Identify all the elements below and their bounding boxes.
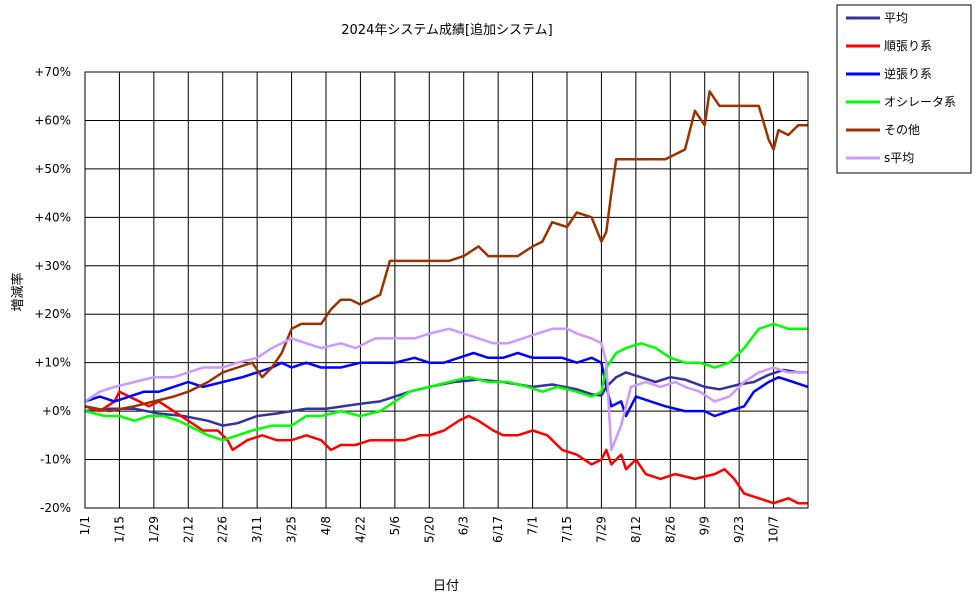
x-tick-label: 4/8 [319,516,333,535]
x-tick-label: 9/9 [698,516,712,535]
series-line [84,327,808,452]
x-axis-label: 日付 [433,579,459,594]
y-tick-label: +40% [34,210,71,224]
x-tick-label: 2/12 [181,516,195,543]
x-tick-label: 4/22 [353,516,367,543]
y-tick-label: +60% [34,113,71,127]
chart-title: 2024年システム成績[追加システム] [341,22,552,38]
tick-labels: -20% -10% +0% +10% +20% +30% +40% +50% +60% +70% 1… [34,65,780,543]
x-tick-label: 9/23 [732,516,746,543]
x-tick-label: 1/1 [78,516,92,535]
legend-label: オシレータ系 [884,95,956,109]
plot-area-border [84,71,809,509]
series-lines [84,90,809,505]
series-line [84,368,808,427]
y-tick-label: +10% [34,356,71,370]
x-tick-label: 8/26 [663,516,677,543]
y-axis-label: 増減率 [10,272,26,311]
legend-label: 逆張り系 [884,66,932,81]
y-tick-label: -10% [40,453,71,467]
x-tick-label: 1/29 [147,516,161,543]
y-tick-label: +70% [34,65,71,79]
x-tick-label: 3/25 [285,516,299,543]
y-tick-label: +20% [34,307,71,321]
series-line [84,90,808,413]
series-line [84,351,809,418]
x-tick-label: 10/7 [767,516,781,543]
x-tick-label: 5/20 [422,516,436,543]
legend-label: 順張り系 [884,39,932,53]
x-tick-label: 2/26 [216,516,230,543]
legend-label: 平均 [884,11,908,25]
x-tick-label: 1/15 [112,516,126,543]
y-tick-label: +0% [42,404,71,418]
x-tick-label: 6/17 [491,516,505,543]
grid [84,71,808,509]
x-tick-label: 7/15 [560,516,574,543]
x-tick-label: 7/1 [526,516,540,535]
legend-box [836,4,972,174]
series-line [84,390,808,505]
y-tick-label: +30% [34,259,71,273]
y-tick-label: +50% [34,162,71,176]
x-tick-label: 6/3 [457,516,471,535]
x-tick-label: 3/11 [250,516,264,543]
series-line [84,322,808,442]
legend-label: その他 [884,123,920,137]
y-tick-label: -20% [40,501,71,515]
legend-label: s平均 [884,151,914,165]
x-tick-label: 5/6 [388,516,402,535]
x-tick-label: 8/12 [629,516,643,543]
x-tick-label: 7/29 [594,516,608,543]
